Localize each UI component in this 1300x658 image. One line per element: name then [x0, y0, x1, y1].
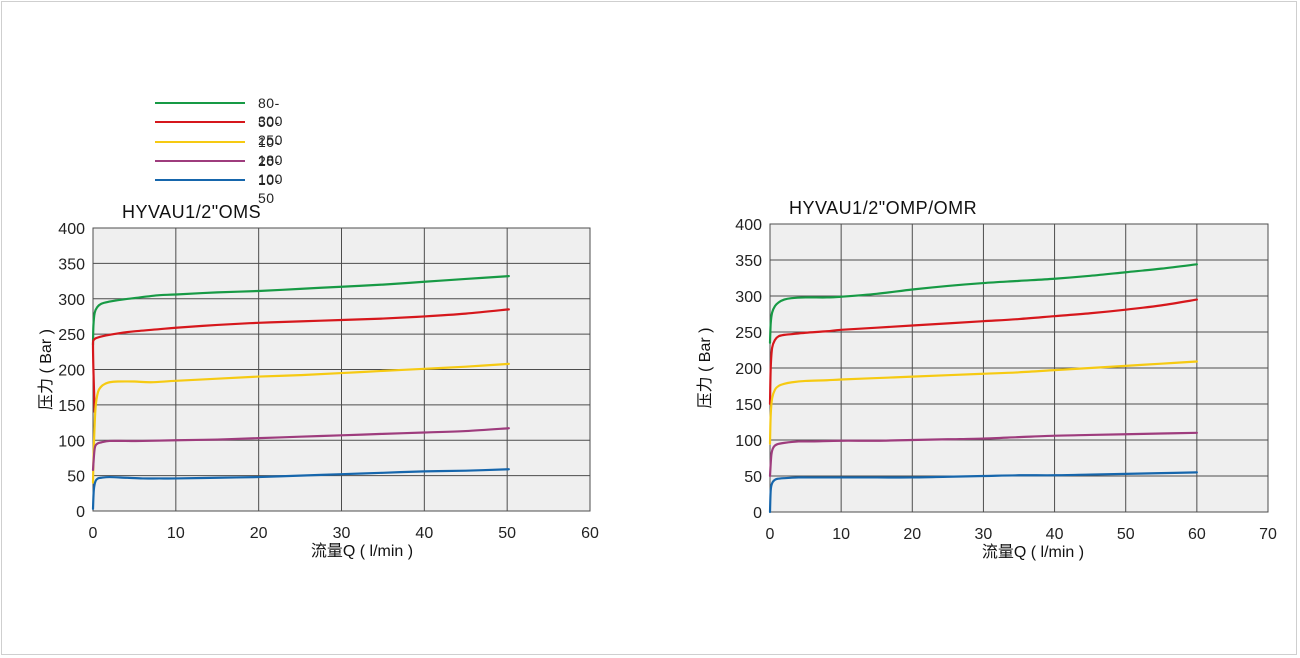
legend-swatch — [155, 102, 245, 104]
legend-label: 80-300 — [258, 95, 283, 129]
legend-swatch — [155, 121, 245, 124]
legend-label: 20-100 — [258, 152, 283, 187]
legend-swatch — [155, 179, 245, 182]
legend-swatch — [155, 159, 245, 162]
legend-label: 50-250 — [258, 114, 283, 149]
legend-label: 10-180 — [258, 133, 283, 168]
legend-label: 10-50 — [258, 172, 280, 207]
legend-swatch — [155, 140, 245, 143]
